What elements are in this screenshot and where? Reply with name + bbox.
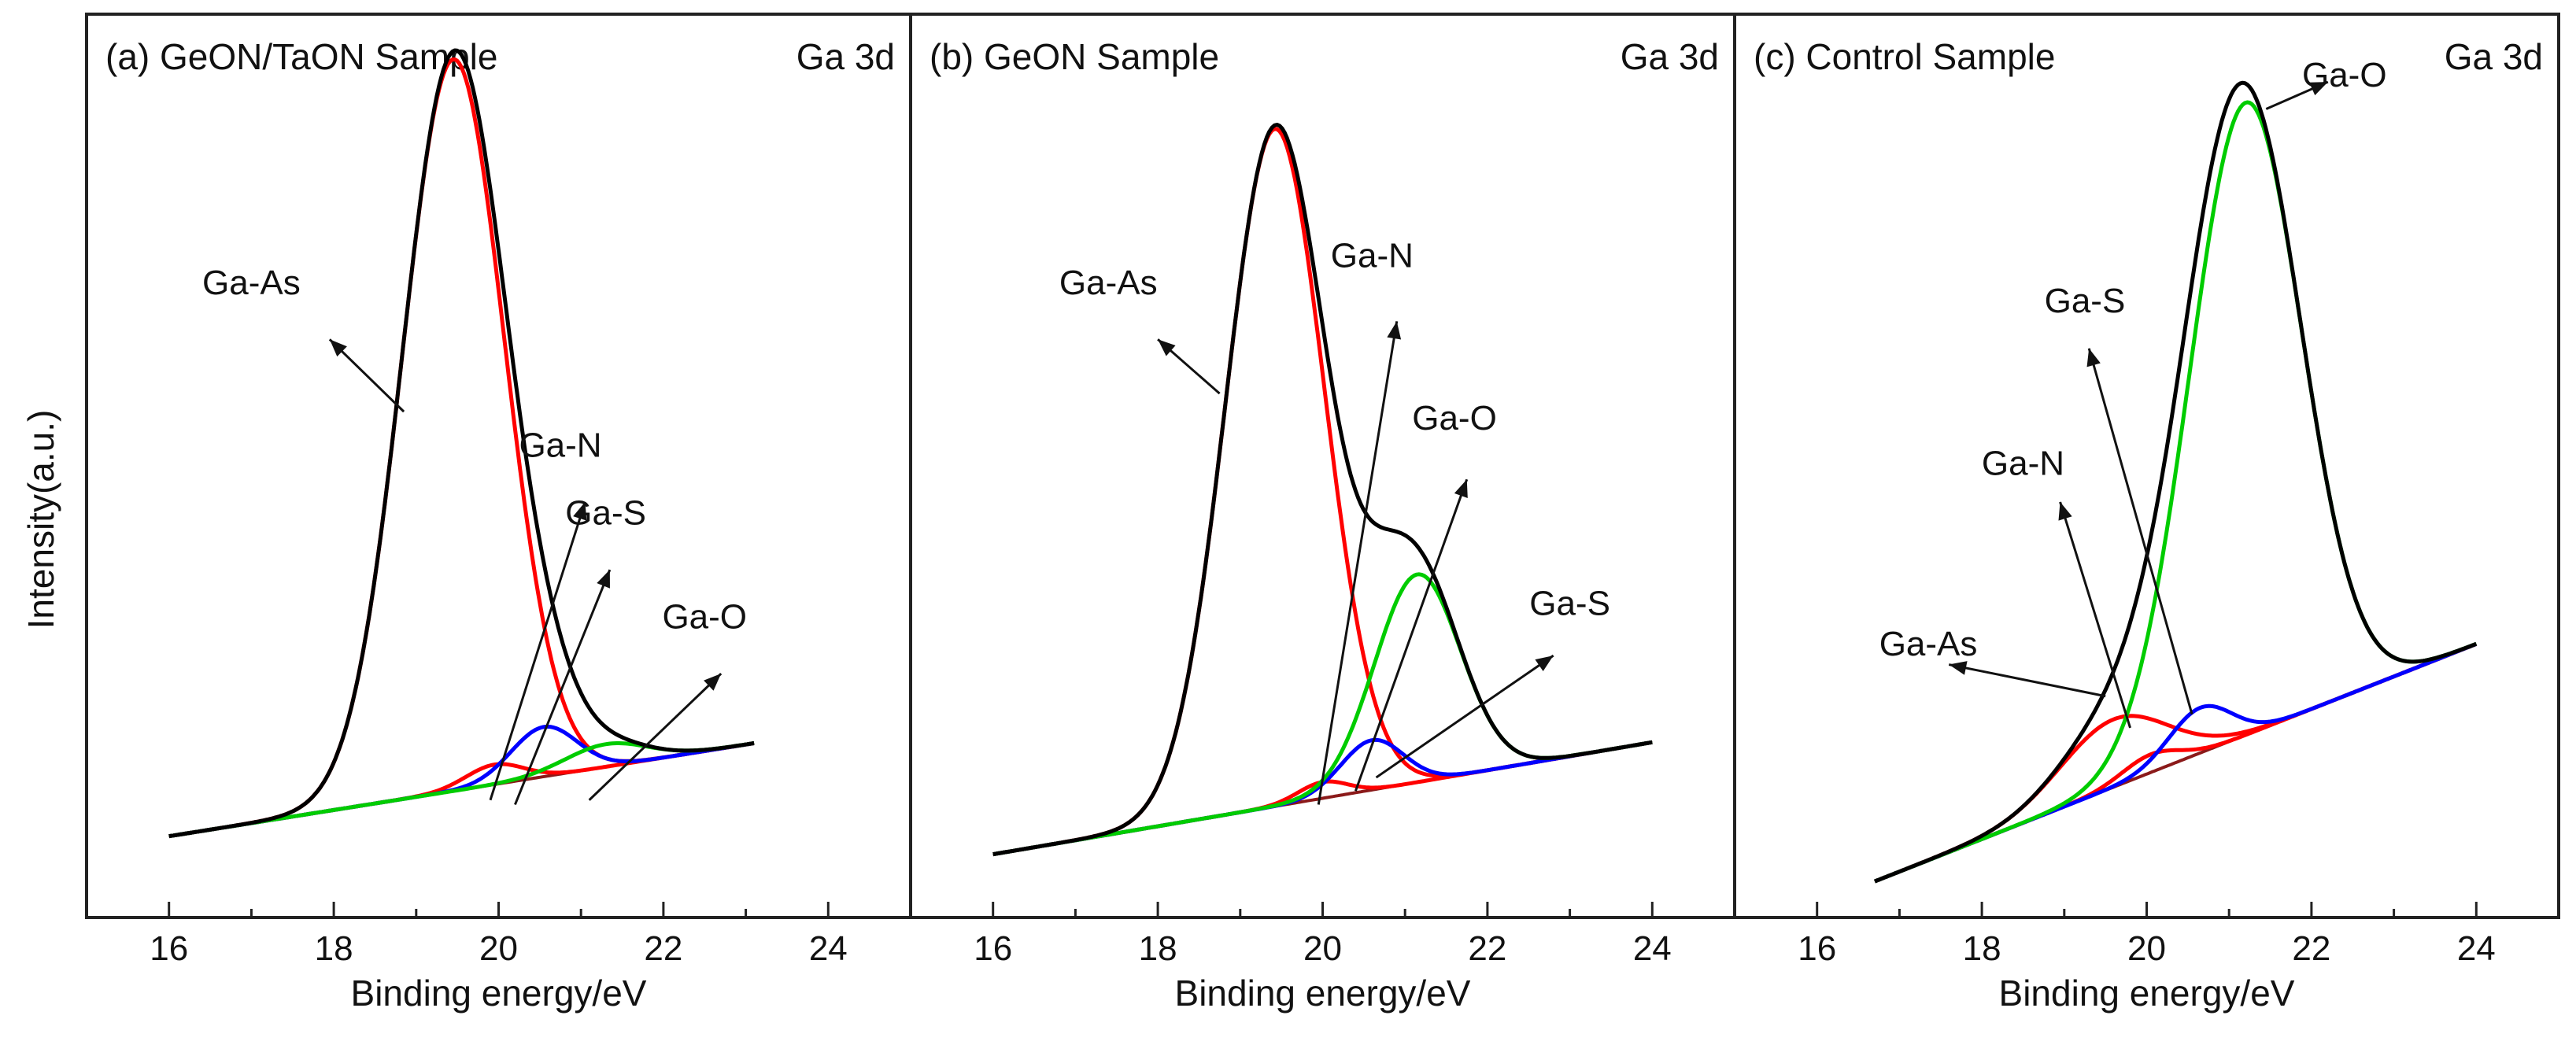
annotation-arrow-line <box>1948 663 2106 698</box>
panel-title: (c) Control Sample <box>1754 36 2055 77</box>
annotation-arrow-head <box>1454 479 1468 498</box>
x-tick-label: 18 <box>315 929 353 968</box>
annotation-arrow-head <box>2058 501 2072 521</box>
x-tick-label: 22 <box>1468 929 1506 968</box>
panel-subtitle: Ga 3d <box>1621 36 1719 77</box>
annotation-arrow-line <box>1317 321 1399 805</box>
x-tick-label: 20 <box>479 929 518 968</box>
annotation-arrow-line <box>1375 654 1554 779</box>
x-tick-label: 16 <box>150 929 188 968</box>
x-tick-label: 16 <box>1798 929 1836 968</box>
y-axis-label: Intensity(a.u.) <box>20 410 61 630</box>
series-envelope <box>992 123 1653 857</box>
annotation-arrow-head <box>1535 655 1554 671</box>
panel-subtitle: Ga 3d <box>796 36 895 77</box>
annotation-arrow-head <box>573 501 587 521</box>
x-tick-label: 24 <box>1633 929 1672 968</box>
annotation-label: Ga-As <box>1879 625 1978 663</box>
annotation-label: Ga-S <box>1529 584 1610 622</box>
x-tick-label: 16 <box>974 929 1012 968</box>
annotation-label: Ga-O <box>1412 399 1497 438</box>
x-tick-label: 24 <box>809 929 848 968</box>
x-tick-label: 20 <box>1303 929 1342 968</box>
annotation-label: Ga-N <box>1331 236 1414 275</box>
annotation-label: Ga-O <box>2302 56 2387 94</box>
annotation-arrow-line <box>2087 348 2193 715</box>
panel-c: 16 18 20 22 24 Binding energy/eV (c) Control S… <box>1733 13 2560 1014</box>
x-tick-label: 18 <box>1139 929 1177 968</box>
panel-subtitle: Ga 3d <box>2445 36 2543 77</box>
annotation-label: Ga-N <box>519 426 601 465</box>
annotation-arrow-head <box>1387 321 1402 340</box>
annotation-label: Ga-S <box>565 494 646 533</box>
series-envelope <box>168 48 755 839</box>
x-tick-label: 18 <box>1963 929 2001 968</box>
annotation-arrow-line <box>514 569 612 806</box>
annotation-arrow-line <box>588 672 723 801</box>
annotation-arrow-line <box>489 501 586 801</box>
annotation-arrow-head <box>2309 82 2328 96</box>
annotation-arrow-head <box>597 570 610 589</box>
annotation-arrow-head <box>1949 661 1968 675</box>
panel-a: 16 18 20 22 24 Binding energy/eV (a) GeON/TaON… <box>85 13 912 1014</box>
panel-title: (b) GeON Sample <box>930 36 1219 77</box>
annotation-arrow-head <box>1158 339 1176 356</box>
annotation-arrow-head <box>329 339 347 357</box>
x-tick-label: 24 <box>2457 929 2496 968</box>
annotation-label: Ga-O <box>662 598 747 637</box>
x-axis-label: Binding energy/eV <box>1999 973 2295 1014</box>
annotation-label: Ga-As <box>202 264 301 302</box>
panel-b: 16 18 20 22 24 Binding energy/eV (b) GeON Samp… <box>909 13 1736 1014</box>
x-axis-label: Binding energy/eV <box>351 973 647 1014</box>
x-axis-label: Binding energy/eV <box>1175 973 1471 1014</box>
x-tick-label: 22 <box>2292 929 2330 968</box>
annotation-arrow-line <box>2059 501 2131 729</box>
panel-title: (a) GeON/TaON Sample <box>105 36 497 77</box>
panels: 16 18 20 22 24 Binding energy/eV (a) GeON/TaON… <box>85 13 2560 1014</box>
annotation-label: Ga-N <box>1982 444 2064 482</box>
annotation-label: Ga-As <box>1059 264 1158 302</box>
x-tick-label: 20 <box>2127 929 2166 968</box>
series-envelope <box>1874 80 2478 884</box>
annotation-label: Ga-S <box>2045 282 2126 320</box>
annotation-arrow-line <box>1354 478 1469 792</box>
x-tick-label: 22 <box>644 929 682 968</box>
annotation-arrow-head <box>2086 348 2101 367</box>
annotation-arrow-head <box>704 674 722 691</box>
